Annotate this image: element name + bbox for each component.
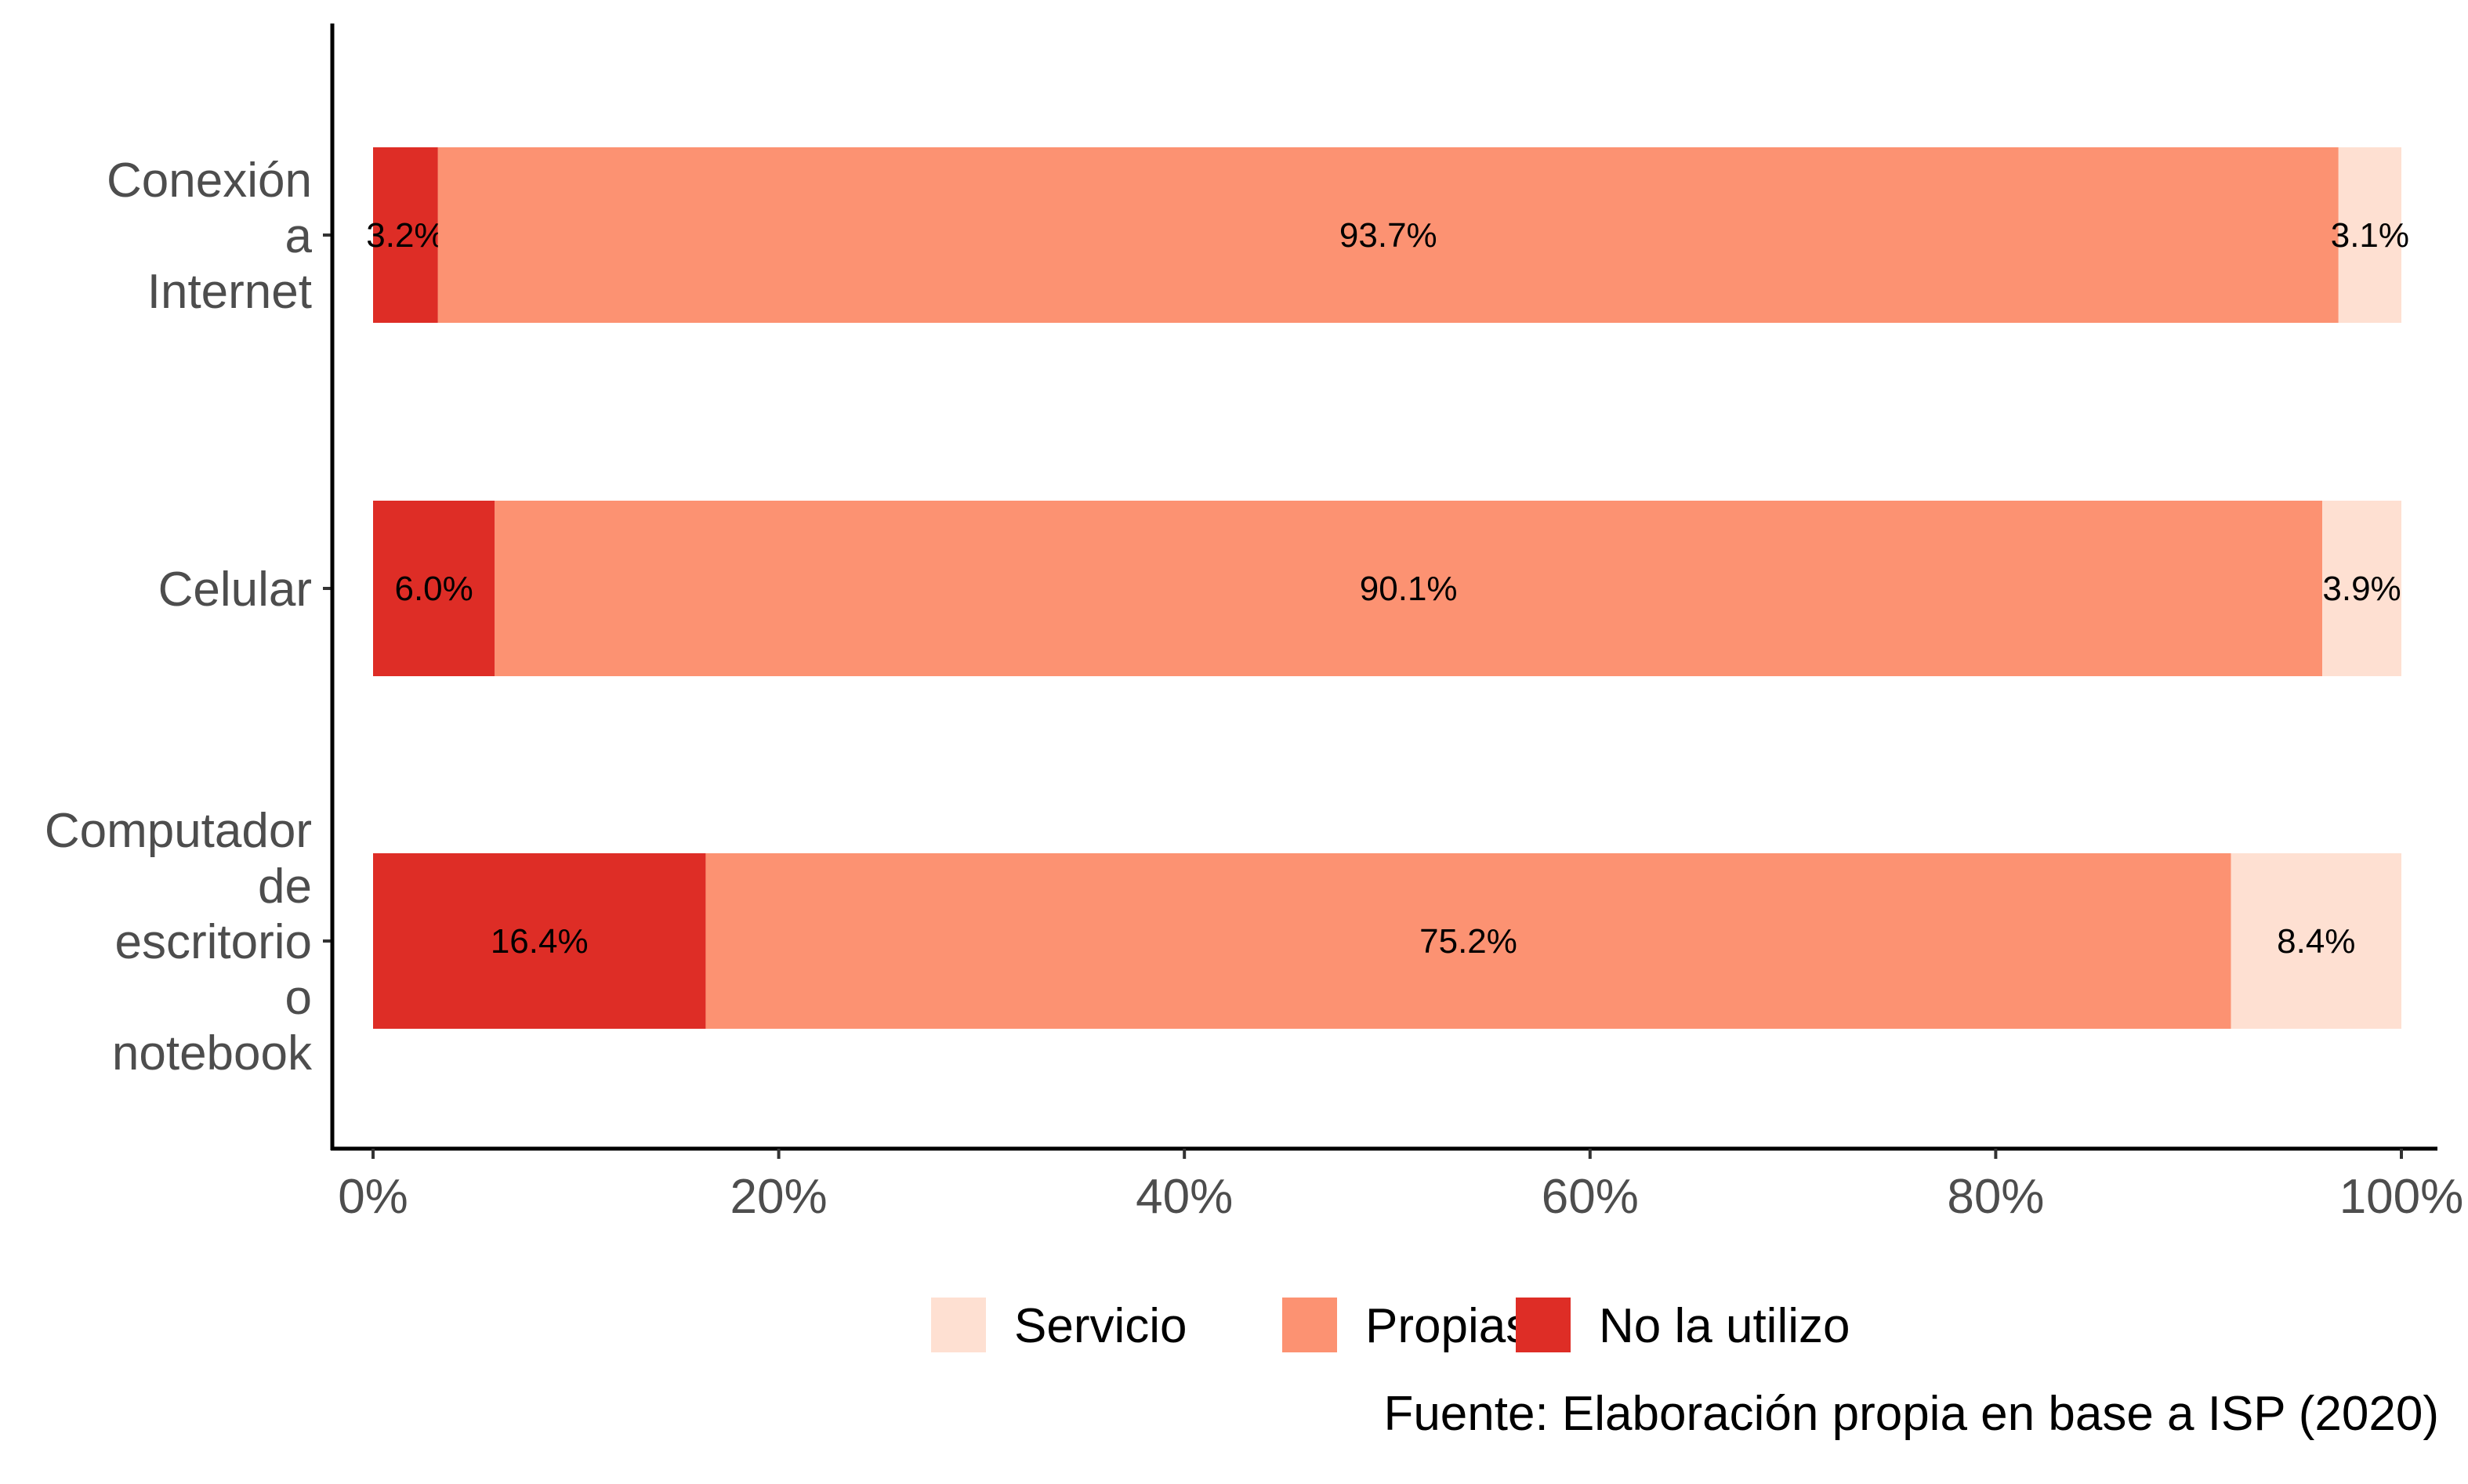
x-tick-label: 40%	[1136, 1170, 1233, 1224]
legend-swatch	[1282, 1298, 1337, 1352]
x-tick-label: 20%	[730, 1170, 828, 1224]
bar-segment	[2231, 853, 2401, 1029]
data-label: 93.7%	[1339, 216, 1437, 255]
source-caption: Fuente: Elaboración propia en base a ISP…	[1383, 1387, 2439, 1441]
data-label: 3.9%	[2322, 570, 2401, 608]
bar-segment	[373, 853, 706, 1029]
category-label: notebook	[112, 1026, 313, 1080]
category-label: Conexión	[107, 154, 312, 208]
bar-segment	[2322, 501, 2401, 676]
bar-segment	[373, 501, 495, 676]
bar-segment	[495, 501, 2323, 676]
x-tick-label: 60%	[1542, 1170, 1639, 1224]
category-label: Internet	[147, 265, 312, 319]
data-label: 16.4%	[491, 922, 589, 961]
data-label: 6.0%	[394, 570, 473, 608]
bars-layer: 3.2% 93.7% 3.1% 6.0% 90.1% 3.9% 16.4% 75.2% 8.4%	[366, 147, 2409, 1029]
legend-swatch	[1516, 1298, 1571, 1352]
x-tick-label: 80%	[1947, 1170, 2044, 1224]
category-label: de	[258, 860, 312, 914]
axes-layer	[323, 24, 2437, 1159]
category-label: o	[285, 971, 312, 1025]
bar-segment	[2338, 147, 2401, 323]
bar-segment	[437, 147, 2339, 323]
data-label: 75.2%	[1419, 922, 1517, 961]
bar-segment	[373, 147, 438, 323]
data-label: 3.1%	[2331, 216, 2409, 255]
legend-label: Servicio	[1014, 1299, 1187, 1353]
category-label: Celular	[158, 563, 312, 617]
data-label: 90.1%	[1360, 570, 1458, 608]
data-label: 3.2%	[366, 216, 444, 255]
legend: Servicio Propias No la utilizo	[931, 1298, 1850, 1353]
x-tick-label: 100%	[2339, 1170, 2464, 1224]
x-tick-labels: 0% 20% 40% 60% 80% 100%	[338, 1170, 2463, 1224]
data-label: 8.4%	[2277, 922, 2355, 961]
category-label: Computador	[45, 804, 312, 858]
x-tick-label: 0%	[338, 1170, 408, 1224]
category-label: escritorio	[114, 915, 312, 969]
bar-segment	[705, 853, 2231, 1029]
category-label: a	[285, 209, 313, 263]
legend-swatch	[931, 1298, 986, 1352]
legend-label: Propias	[1365, 1299, 1530, 1353]
legend-label: No la utilizo	[1599, 1299, 1850, 1353]
